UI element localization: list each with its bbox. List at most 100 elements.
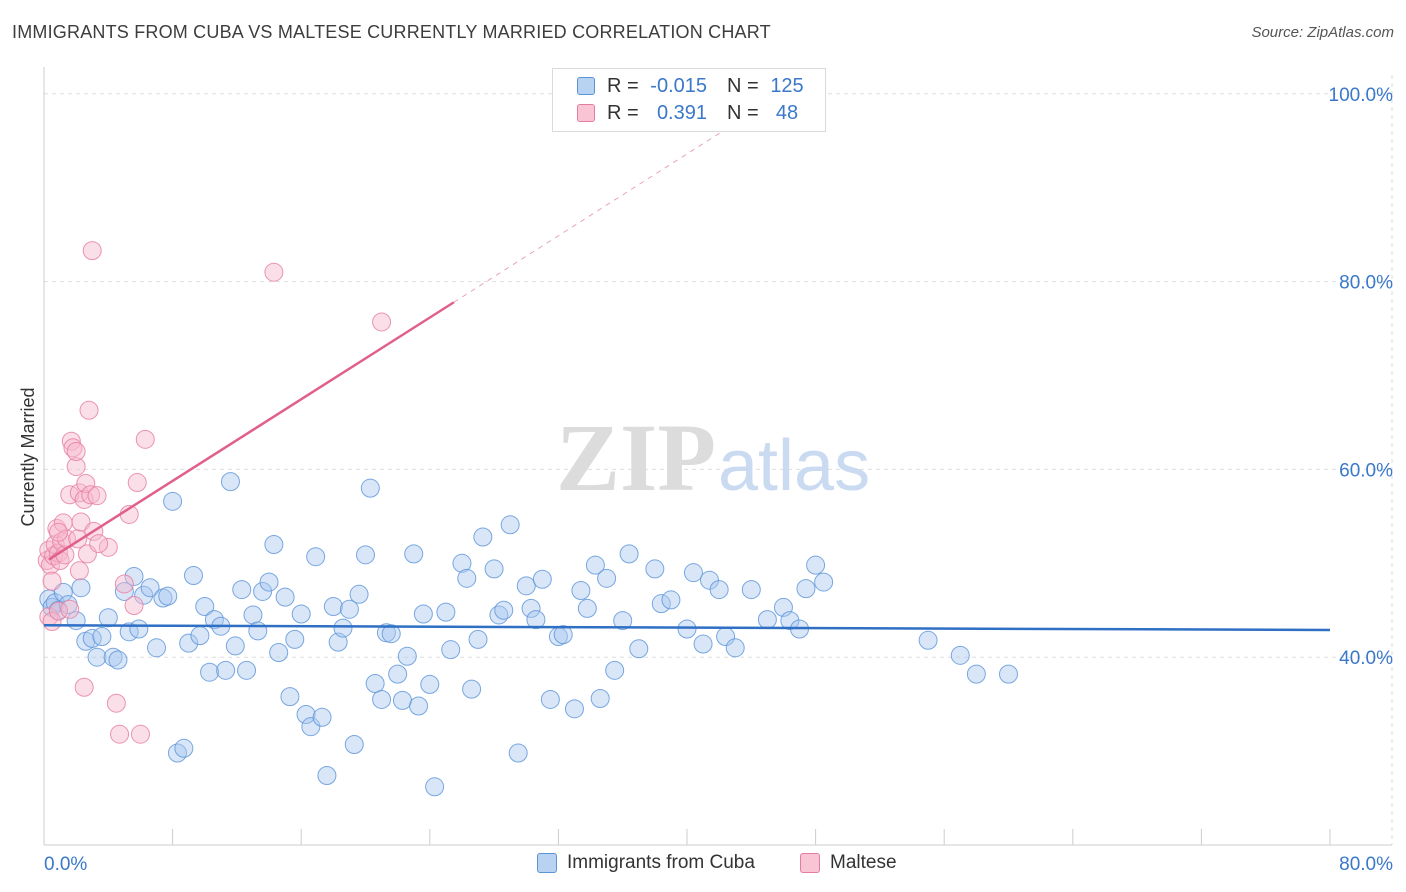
maltese-point <box>114 574 134 594</box>
cuba-point <box>473 527 493 547</box>
legend-r-value-maltese: 0.391 <box>656 101 707 124</box>
cuba-point <box>71 578 91 598</box>
cuba-point <box>564 699 584 719</box>
cuba-point <box>397 646 417 666</box>
cuba-point <box>225 636 245 656</box>
legend-n-value-maltese: 48 <box>775 101 799 124</box>
cuba-point <box>349 584 369 604</box>
cuba-point <box>494 600 514 620</box>
cuba-point <box>966 664 986 684</box>
cuba-point <box>420 674 440 694</box>
cuba-point <box>814 572 834 592</box>
bottom-legend-swatch-cuba <box>537 853 557 873</box>
cuba-point <box>532 569 552 589</box>
cuba-point <box>124 566 144 586</box>
cuba-point <box>540 689 560 709</box>
maltese-trend-extension <box>453 107 760 303</box>
cuba-point <box>462 679 482 699</box>
maltese-point <box>106 693 126 713</box>
maltese-point <box>42 571 62 591</box>
cuba-point <box>508 743 528 763</box>
source-label: Source: ZipAtlas.com <box>1251 24 1394 41</box>
maltese-point <box>60 599 80 619</box>
cuba-point <box>425 777 445 797</box>
watermark-atlas: atlas <box>718 426 870 506</box>
cuba-point <box>243 605 263 625</box>
cuba-point <box>577 598 597 618</box>
cuba-point <box>147 638 167 658</box>
cuba-point <box>918 630 938 650</box>
cuba-point <box>360 478 380 498</box>
cuba-point <box>661 590 681 610</box>
x-tick-label: 80.0% <box>1339 854 1393 875</box>
cuba-point <box>216 660 236 680</box>
maltese-point <box>79 400 99 420</box>
cuba-point <box>264 535 284 555</box>
cuba-points <box>39 472 1018 797</box>
maltese-trend-line <box>48 301 455 561</box>
cuba-point <box>140 578 160 598</box>
cuba-point <box>683 563 703 583</box>
cuba-point <box>484 559 504 579</box>
maltese-point <box>110 724 130 744</box>
cuba-point <box>436 602 456 622</box>
cuba-point <box>317 766 337 786</box>
cuba-point <box>677 619 697 639</box>
cuba-point <box>220 472 240 492</box>
watermark: ZIP atlas <box>556 404 870 511</box>
cuba-point <box>950 645 970 665</box>
cuba-point <box>796 579 816 599</box>
cuba-point <box>306 547 326 567</box>
maltese-point <box>135 429 155 449</box>
bottom-legend-swatch-maltese <box>800 853 820 873</box>
cuba-point <box>183 566 203 585</box>
cuba-point <box>392 690 412 710</box>
cuba-point <box>590 689 610 709</box>
legend-r-label: R = <box>607 101 639 124</box>
cuba-point <box>158 586 178 606</box>
maltese-point <box>71 512 91 532</box>
cuba-point <box>114 581 134 601</box>
cuba-point <box>365 673 385 693</box>
cuba-point <box>92 627 112 647</box>
legend-n-label: N = <box>727 74 759 97</box>
bottom-legend-cuba: Immigrants from Cuba <box>537 852 755 874</box>
cuba-point <box>709 580 729 600</box>
cuba-point <box>323 596 343 616</box>
bottom-legend-label-cuba: Immigrants from Cuba <box>567 852 755 873</box>
cuba-point <box>571 581 591 601</box>
cuba-point <box>129 619 149 639</box>
cuba-point <box>328 632 348 652</box>
axes <box>43 67 1392 846</box>
cuba-point <box>585 555 605 575</box>
maltese-point <box>60 485 80 505</box>
cuba-point <box>82 628 102 648</box>
y-tick-label: 60.0% <box>1339 460 1393 481</box>
maltese-point <box>66 442 86 462</box>
legend-r-value-cuba: -0.015 <box>650 74 707 97</box>
cuba-point <box>134 585 154 605</box>
maltese-point <box>89 534 109 554</box>
chart-title: IMMIGRANTS FROM CUBA VS MALTESE CURRENTL… <box>12 22 771 42</box>
maltese-point <box>81 485 101 505</box>
legend-n-value-cuba: 125 <box>770 74 804 97</box>
x-tick-label: 0.0% <box>44 854 87 875</box>
cuba-point <box>452 553 472 573</box>
cuba-point <box>413 604 433 624</box>
cuba-point <box>296 704 316 724</box>
cuba-point <box>179 633 199 653</box>
cuba-point <box>108 650 128 670</box>
cuba-point <box>693 634 713 654</box>
cuba-point <box>651 594 671 614</box>
maltese-point <box>264 262 284 282</box>
cuba-point <box>291 604 311 624</box>
cuba-point <box>500 515 520 535</box>
cuba-point <box>200 662 220 682</box>
maltese-point <box>124 596 144 616</box>
cuba-point <box>372 689 392 709</box>
cuba-point <box>344 735 364 755</box>
cuba-point <box>605 660 625 680</box>
cuba-point <box>237 660 257 680</box>
maltese-point <box>87 486 107 506</box>
